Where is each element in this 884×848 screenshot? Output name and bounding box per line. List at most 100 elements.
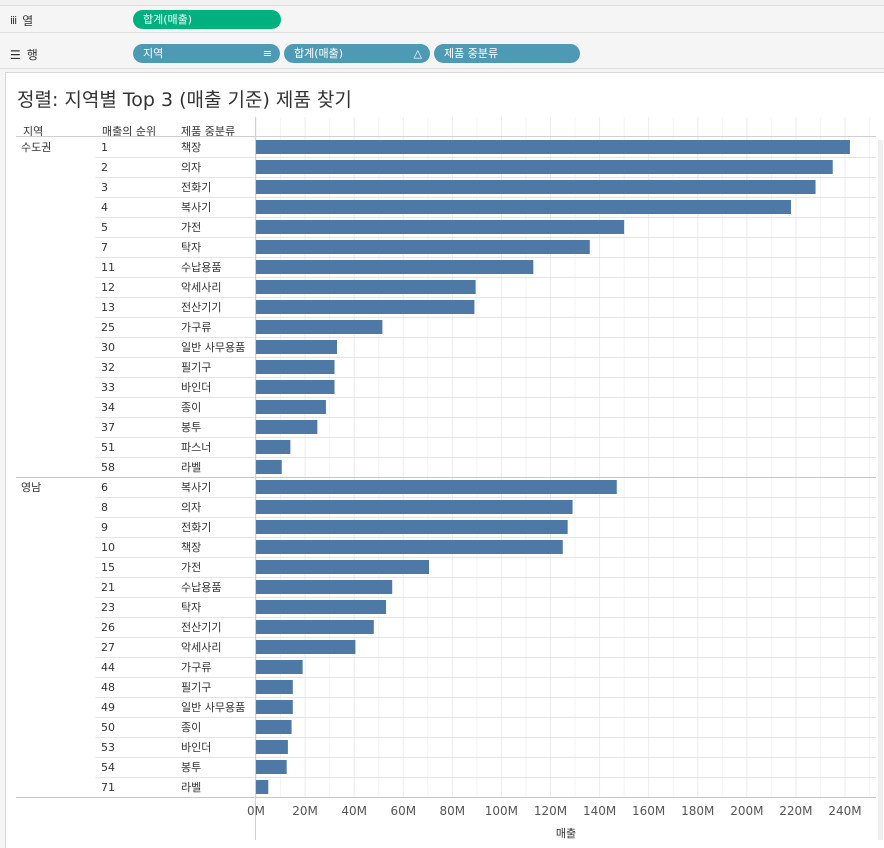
bar: [256, 540, 563, 554]
rank-label: 11: [101, 261, 115, 274]
rank-label: 15: [101, 561, 115, 574]
product-label: 가구류: [181, 661, 211, 674]
rank-label: 44: [101, 661, 115, 674]
x-tick-label: 180M: [681, 804, 714, 818]
product-label: 의자: [181, 501, 201, 514]
rank-label: 12: [101, 281, 115, 294]
rank-label: 30: [101, 341, 115, 354]
rank-label: 37: [101, 421, 115, 434]
bar: [256, 780, 269, 794]
rank-label: 3: [101, 181, 108, 194]
bar: [256, 560, 430, 574]
rows-icon: ☰: [10, 47, 21, 62]
rank-label: 2: [101, 161, 108, 174]
product-label: 가전: [181, 561, 201, 574]
rank-label: 6: [101, 481, 108, 494]
bar: [256, 340, 337, 354]
bar: [256, 760, 287, 774]
bar: [256, 360, 335, 374]
product-label: 악세사리: [181, 641, 221, 654]
bar: [256, 520, 568, 534]
rank-label: 25: [101, 321, 115, 334]
bar: [256, 460, 282, 474]
columns-shelf-label: iii 열: [10, 14, 34, 28]
pill-product-subcategory[interactable]: 제품 중분류: [434, 44, 580, 63]
rank-label: 1: [101, 141, 108, 154]
product-label: 필기구: [181, 681, 211, 694]
rank-label: 8: [101, 501, 108, 514]
product-label: 악세사리: [181, 281, 221, 294]
product-label: 탁자: [181, 241, 201, 254]
bar: [256, 140, 850, 154]
rank-label: 9: [101, 521, 108, 534]
bar: [256, 740, 288, 754]
header-product: 제품 중분류: [181, 125, 236, 138]
bar: [256, 480, 617, 494]
product-label: 탁자: [181, 601, 201, 614]
rows-shelf[interactable]: ☰ 행 지역 ≡ 합계(매출) △ 제품 중분류: [0, 40, 884, 69]
product-label: 수납용품: [181, 261, 221, 274]
rank-label: 10: [101, 541, 115, 554]
x-tick-label: 140M: [583, 804, 616, 818]
product-label: 일반 사무용품: [181, 340, 245, 354]
region-label: 영남: [21, 481, 41, 494]
rank-label: 7: [101, 241, 108, 254]
rank-label: 54: [101, 761, 115, 774]
bar: [256, 620, 374, 634]
toolbar-strip: [0, 0, 884, 6]
product-label: 수납용품: [181, 581, 221, 594]
rows-shelf-label: ☰ 행: [10, 47, 38, 63]
product-label: 전산기기: [181, 621, 221, 634]
pill-sum-sales-column[interactable]: 합계(매출): [133, 10, 281, 29]
bar: [256, 220, 625, 234]
product-label: 책장: [181, 141, 201, 154]
product-label: 전화기: [181, 181, 211, 194]
x-tick-label: 120M: [534, 804, 567, 818]
x-tick-label: 80M: [440, 804, 466, 818]
rank-label: 49: [101, 701, 115, 714]
rank-label: 58: [101, 461, 115, 474]
bar: [256, 720, 292, 734]
x-tick-label: 0M: [247, 804, 265, 818]
bar: [256, 660, 303, 674]
bar: [256, 320, 383, 334]
product-label: 책장: [181, 541, 201, 554]
product-label: 라벨: [181, 781, 201, 794]
x-tick-label: 160M: [632, 804, 665, 818]
bar: [256, 600, 387, 614]
bar: [256, 580, 393, 594]
columns-shelf[interactable]: iii 열 합계(매출): [0, 6, 884, 33]
bar: [256, 380, 335, 394]
pill-region[interactable]: 지역 ≡: [133, 44, 280, 63]
bar: [256, 280, 476, 294]
rank-label: 48: [101, 681, 115, 694]
bar: [256, 160, 833, 174]
sort-desc-icon[interactable]: ≡: [262, 47, 272, 60]
bar: [256, 400, 326, 414]
rank-label: 34: [101, 401, 115, 414]
pill-sum-sales-row[interactable]: 합계(매출) △: [284, 44, 430, 63]
bar: [256, 260, 534, 274]
product-label: 복사기: [181, 481, 211, 494]
scrollbar-track: [878, 140, 883, 840]
header-region: 지역: [23, 125, 44, 138]
rank-label: 26: [101, 621, 115, 634]
bar: [256, 180, 816, 194]
x-tick-label: 200M: [730, 804, 763, 818]
rank-label: 71: [101, 781, 115, 794]
product-label: 필기구: [181, 361, 211, 374]
bar: [256, 500, 573, 514]
product-label: 전산기기: [181, 301, 221, 314]
header-rank: 매출의 순위: [102, 125, 157, 138]
bar: [256, 640, 356, 654]
product-label: 바인더: [181, 741, 211, 754]
product-label: 전화기: [181, 521, 211, 534]
columns-icon: iii: [10, 14, 17, 27]
x-tick-label: 40M: [341, 804, 367, 818]
bar: [256, 200, 792, 214]
x-tick-label: 220M: [779, 804, 812, 818]
rank-label: 21: [101, 581, 115, 594]
delta-icon[interactable]: △: [413, 47, 422, 60]
rank-label: 23: [101, 601, 115, 614]
